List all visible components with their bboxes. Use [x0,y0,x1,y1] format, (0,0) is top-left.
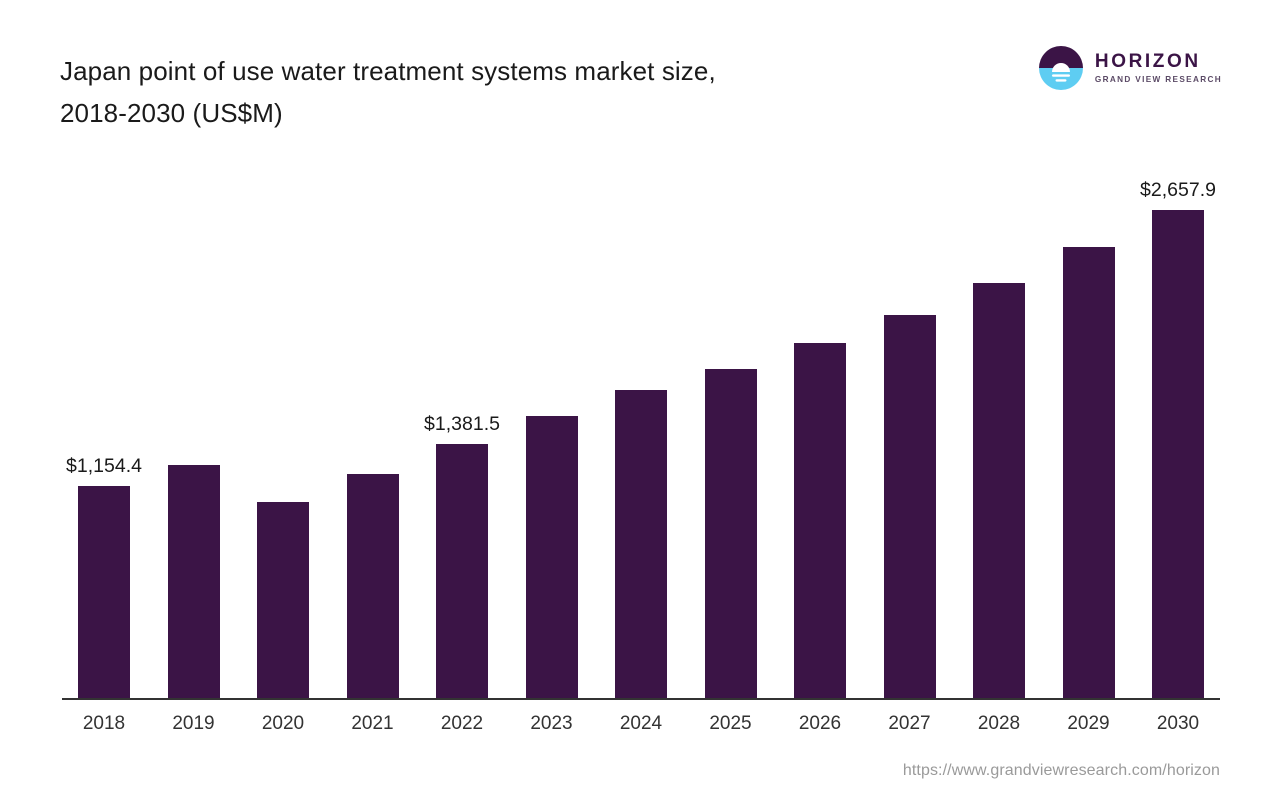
x-tick-2019: 2019 [172,713,215,734]
bar-2019[interactable] [167,465,220,698]
brand-tagline: GRAND VIEW RESEARCH [1094,74,1222,84]
x-tick-2021: 2021 [351,713,394,734]
bar-2029[interactable] [1062,247,1115,698]
bar-2026[interactable] [794,343,846,698]
x-tick-2030: 2030 [1156,713,1200,734]
x-tick-2023: 2023 [530,713,573,734]
x-tick-2018: 2018 [82,713,126,734]
bar-2018[interactable] [78,486,130,698]
brand-logo: HORIZON GRAND VIEW RESEARCH [1038,46,1222,90]
brand-wordmark: HORIZON GRAND VIEW RESEARCH [1095,52,1222,84]
bar-2027[interactable] [883,315,936,698]
x-tick-2029: 2029 [1067,713,1110,734]
bar-value-label-2030: $2,657.9 [1140,179,1216,201]
bar-2023[interactable] [525,416,578,698]
bar-2030[interactable] [1152,210,1204,698]
x-tick-2022: 2022 [440,713,484,734]
x-axis-line [62,698,1220,700]
x-tick-2027: 2027 [888,713,931,734]
source-url[interactable]: https://www.grandviewresearch.com/horizo… [902,762,1220,779]
bar-2025[interactable] [704,368,757,698]
bar-value-label-2022: $1,381.5 [424,413,500,436]
x-tick-2020: 2020 [261,713,305,734]
bar-2020[interactable] [257,502,309,698]
bar-2024[interactable] [615,390,667,698]
bar-2021[interactable] [346,474,399,698]
horizon-sunrise-icon [1038,46,1083,90]
x-tick-2025: 2025 [709,713,752,734]
bar-2028[interactable] [973,283,1025,698]
x-tick-2024: 2024 [619,713,663,734]
bar-2022[interactable] [436,444,488,698]
brand-name: HORIZON [1094,50,1201,72]
page-title: Japan point of use water treatment syste… [60,56,716,128]
bar-value-label-2018: $1,154.4 [66,455,142,478]
x-tick-2026: 2026 [798,713,842,734]
x-tick-2028: 2028 [977,713,1021,734]
